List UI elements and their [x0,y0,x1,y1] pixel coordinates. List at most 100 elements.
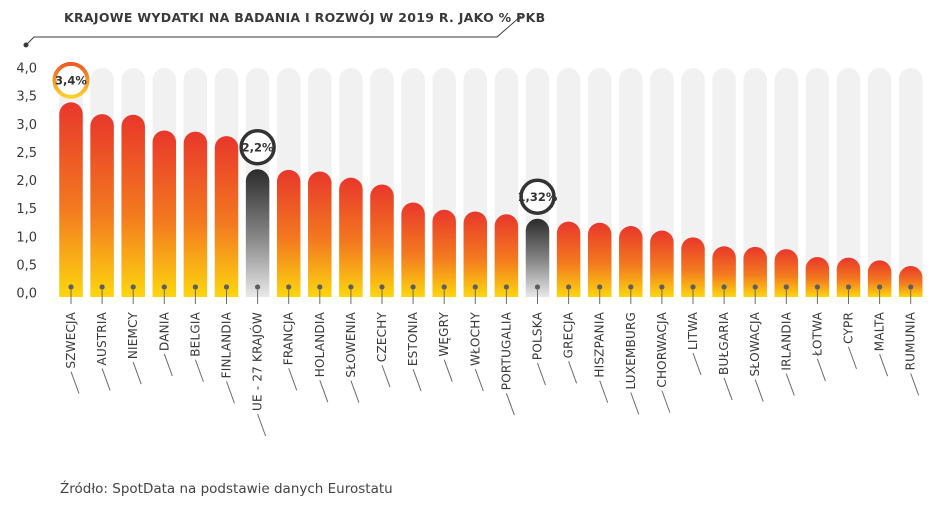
bar [494,214,519,297]
y-tick-label: 0,0 [16,287,37,302]
bar-anchor-dot [68,284,74,290]
y-tick-label: 3,5 [16,90,37,105]
category-leader [848,346,857,370]
category-label: ESTONIA [406,311,420,366]
category-label: PORTUGALIA [499,311,513,390]
bar-highlight [245,169,270,297]
bar-anchor-dot [379,284,385,290]
category-leader [816,358,826,382]
bar-anchor-dot [690,284,696,290]
bar-anchor-dot [348,284,354,290]
bar [370,184,394,297]
bar [587,222,612,297]
callout-label: 2,2% [242,140,274,154]
y-tick-label: 3,0 [16,118,37,133]
bar-track [867,68,892,297]
bar [183,131,208,297]
category-leader [350,380,360,403]
category-leader [754,379,764,402]
bar [214,136,239,297]
category-leader [443,359,453,382]
category-leader [70,371,80,394]
bar-anchor-dot [410,284,416,290]
bar [556,221,581,297]
bar-anchor-dot [255,284,261,290]
bar-highlight [525,218,550,297]
chart-title: KRAJOWE WYDATKI NA BADANIA I ROZWÓJ W 20… [64,10,545,25]
title-underline [25,15,522,46]
category-label: MALTA [873,311,887,351]
category-leader [723,377,733,401]
category-leader [568,361,578,384]
bar [774,249,799,297]
category-leader [288,368,298,391]
category-leader [599,380,609,403]
bar-anchor-dot [130,284,136,290]
category-label: WŁOCHY [468,312,482,366]
bar [867,260,892,297]
bar [401,202,425,297]
bar [805,257,830,297]
category-label: HISZPANIA [593,311,607,377]
bar-anchor-dot [161,284,167,290]
bar-anchor-dot [628,284,634,290]
bar-anchor-dot [441,284,447,290]
category-leader [194,359,204,382]
bar [836,257,861,297]
bar-track [743,68,767,297]
callout-label: 1,32% [518,190,558,204]
bar-anchor-dot [566,284,572,290]
category-label: SŁOWENIA [344,311,358,377]
category-leader [879,354,889,377]
category-label: IRLANDIA [779,311,793,370]
category-leader [163,353,173,377]
category-label: CHORWACJA [655,311,669,387]
category-label: BELGIA [188,311,202,356]
category-label: HOLANDIA [313,311,327,377]
bar-anchor-dot [783,284,789,290]
bar [432,209,456,297]
category-leader [537,362,546,386]
bar [308,171,332,297]
category-label: AUSTRIA [95,311,109,365]
y-tick-label: 4,0 [16,62,37,77]
bar [898,266,923,297]
bar-anchor-dot [752,284,758,290]
bar [152,130,177,297]
source-note: Źródło: SpotData na podstawie danych Eur… [60,481,393,497]
y-tick-label: 2,0 [16,174,37,189]
bar [681,237,705,297]
callout-badge [52,61,90,99]
y-tick-label: 0,5 [16,258,37,273]
category-leader [910,373,920,396]
category-label: LUXEMBURG [624,312,638,389]
bar-anchor-dot [99,284,105,290]
bar-anchor-dot [659,284,665,290]
category-leader [381,364,391,388]
category-leader [692,352,702,376]
category-leader [785,373,795,396]
bar-anchor-dot [317,284,323,290]
category-leader [474,368,484,392]
y-tick-label: 1,0 [16,230,37,245]
bar-anchor-dot [721,284,727,290]
category-leader [661,390,671,413]
category-label: WĘGRY [437,312,451,357]
category-label: DANIA [157,311,171,351]
callout-badge [239,129,276,166]
category-label: FRANCJA [282,311,296,365]
category-label: CZECHY [375,312,389,363]
category-label: BUŁGARIA [717,311,731,375]
bar [90,114,114,297]
category-leader [319,380,329,403]
bar-anchor-dot [472,284,478,290]
bar-track [712,68,736,297]
bar [619,226,643,297]
category-leader [257,413,267,437]
bar-anchor-dot [223,284,230,290]
category-label: FINLANDIA [220,311,234,378]
category-label: SZWECJA [64,311,78,368]
bar-anchor-dot [503,284,509,290]
bar-anchor-dot [845,284,852,290]
category-leader [630,392,640,415]
